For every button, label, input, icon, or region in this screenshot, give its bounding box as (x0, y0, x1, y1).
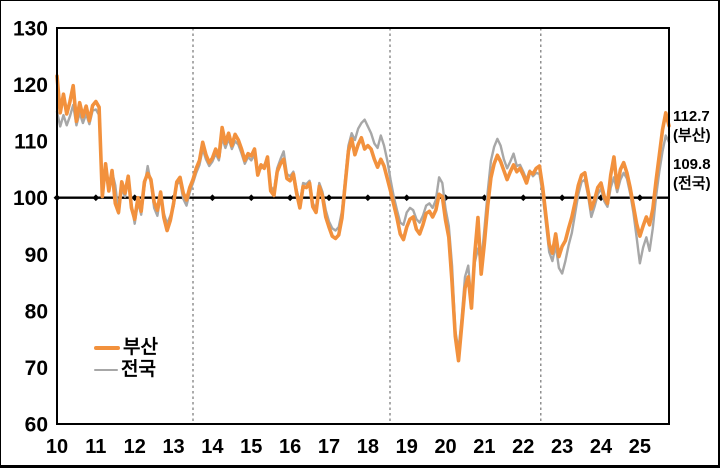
plot-border (56, 27, 670, 425)
end-label-busan: 112.7 (부산) (673, 107, 718, 145)
svg-text:130: 130 (13, 18, 48, 41)
legend-item-nationwide: 전국 (94, 359, 158, 381)
svg-text:22: 22 (512, 436, 534, 458)
busan-line-swatch (94, 346, 120, 350)
svg-text:11: 11 (85, 436, 106, 458)
y-axis-labels: 60 70 80 90 100 110 120 130 (13, 18, 48, 437)
svg-text:13: 13 (162, 436, 184, 458)
svg-text:10: 10 (46, 436, 68, 458)
svg-text:110: 110 (14, 131, 48, 154)
dashed-event-lines (192, 28, 542, 424)
end-label-nationwide: 109.8 (전국) (673, 155, 718, 193)
svg-text:15: 15 (240, 436, 262, 458)
svg-text:90: 90 (25, 244, 48, 267)
end-value-nationwide: 109.8 (673, 156, 711, 173)
svg-text:14: 14 (201, 436, 224, 458)
nationwide-line-swatch (94, 368, 118, 372)
end-value-busan: 112.7 (673, 108, 710, 125)
svg-text:25: 25 (629, 436, 651, 458)
svg-text:18: 18 (357, 436, 379, 458)
legend-label-nationwide: 전국 (121, 359, 156, 380)
svg-text:20: 20 (434, 436, 456, 458)
svg-text:19: 19 (396, 436, 418, 458)
svg-text:21: 21 (473, 436, 495, 458)
svg-text:12: 12 (124, 436, 146, 458)
svg-text:80: 80 (25, 300, 48, 323)
svg-text:70: 70 (25, 357, 48, 380)
legend-label-busan: 부산 (123, 337, 158, 358)
busan-series-line (55, 74, 671, 363)
end-series-nationwide: (전국) (673, 175, 711, 192)
end-series-busan: (부산) (673, 127, 711, 144)
svg-text:60: 60 (25, 414, 48, 437)
svg-text:23: 23 (551, 436, 573, 458)
svg-text:120: 120 (13, 74, 48, 97)
svg-text:17: 17 (318, 436, 340, 458)
svg-text:16: 16 (279, 436, 301, 458)
svg-text:100: 100 (13, 187, 48, 210)
svg-text:24: 24 (590, 436, 613, 458)
legend-item-busan: 부산 (94, 337, 158, 359)
x-axis-labels: 10 11 12 13 14 15 16 17 18 19 20 21 22 23 24 25 (46, 436, 651, 458)
legend: 부산 전국 (94, 337, 158, 381)
